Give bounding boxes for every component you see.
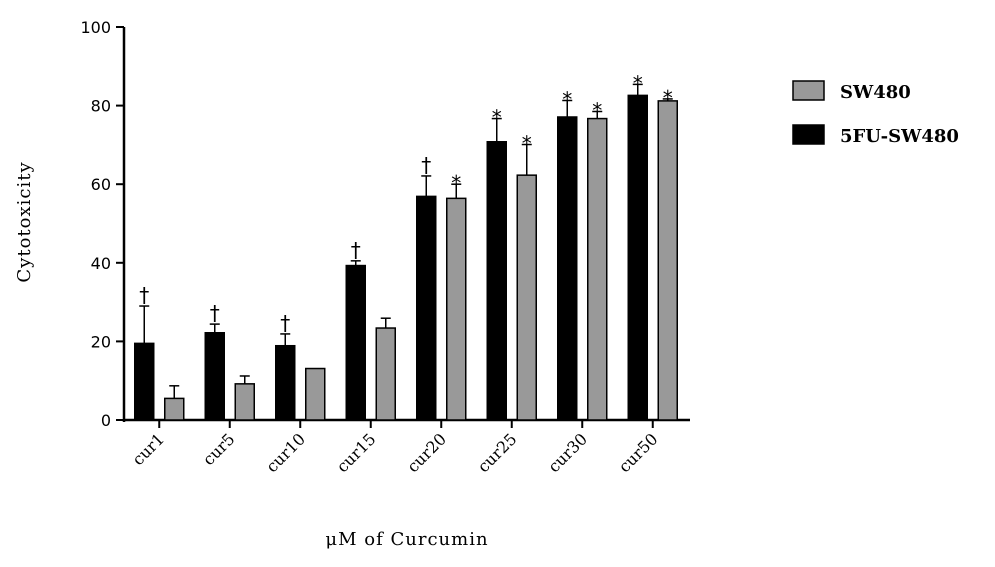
x-tick-label: cur10 <box>262 429 309 476</box>
significance-asterisk: * <box>592 98 602 122</box>
bar-5fu-sw480-cur25 <box>486 141 507 421</box>
legend-swatch-5fu-sw480 <box>792 124 825 145</box>
legend: SW480 5FU-SW480 <box>792 80 959 147</box>
x-axis-ticks: cur1 cur5 cur10 cur15 cur20 cur25 cur30 cur50 <box>128 420 662 476</box>
significance-dagger: † <box>351 238 361 262</box>
bar-5fu-sw480-cur15 <box>345 264 366 421</box>
significance-dagger: † <box>421 153 431 177</box>
bar-sw480-cur15 <box>375 327 396 421</box>
y-tick-label: 100 <box>80 18 111 37</box>
y-tick-label: 80 <box>91 97 111 116</box>
bar-sw480-cur25 <box>516 174 537 421</box>
y-tick-label: 40 <box>91 254 111 273</box>
bar-5fu-sw480-cur1 <box>134 342 155 421</box>
significance-dagger: † <box>139 283 149 307</box>
significance-asterisk: * <box>492 106 502 130</box>
x-tick-label: cur50 <box>615 429 662 476</box>
bar-5fu-sw480-cur20 <box>416 195 437 421</box>
bar-sw480-cur50 <box>657 100 678 421</box>
bar-sw480-cur1 <box>164 397 185 421</box>
x-tick-label: cur5 <box>199 429 239 469</box>
bar-5fu-sw480-cur50 <box>627 94 648 421</box>
x-tick-label: cur15 <box>333 429 380 476</box>
y-tick-label: 20 <box>91 332 111 351</box>
bar-sw480-cur20 <box>446 197 467 421</box>
x-tick-label: cur30 <box>544 429 591 476</box>
significance-asterisk: * <box>633 71 643 95</box>
significance-asterisk: * <box>451 171 461 195</box>
significance-asterisk: * <box>663 86 673 110</box>
bar-sw480-cur5 <box>234 383 255 421</box>
legend-label: SW480 <box>840 82 911 103</box>
y-tick-label: 0 <box>101 411 111 430</box>
x-tick-label: cur1 <box>128 429 168 469</box>
significance-dagger: † <box>210 301 220 325</box>
significance-asterisk: * <box>522 132 532 156</box>
bar-sw480-cur10 <box>305 367 326 421</box>
x-axis-title: μM of Curcumin <box>325 529 488 550</box>
significance-asterisk: * <box>562 87 572 111</box>
y-axis-title: Cytotoxicity <box>14 161 35 282</box>
y-axis-ticks: 0 20 40 60 80 100 <box>80 18 124 430</box>
bar-5fu-sw480-cur5 <box>204 332 225 421</box>
y-tick-label: 60 <box>91 175 111 194</box>
x-tick-label: cur25 <box>474 429 521 476</box>
bar-5fu-sw480-cur10 <box>275 344 296 421</box>
bar-5fu-sw480-cur30 <box>557 116 578 421</box>
bars: † † † † † * * * * * * * <box>134 71 678 421</box>
x-tick-label: cur20 <box>403 429 450 476</box>
significance-dagger: † <box>280 311 290 335</box>
legend-swatch-sw480 <box>792 80 825 101</box>
legend-label: 5FU-SW480 <box>840 126 959 147</box>
bar-sw480-cur30 <box>587 117 608 421</box>
